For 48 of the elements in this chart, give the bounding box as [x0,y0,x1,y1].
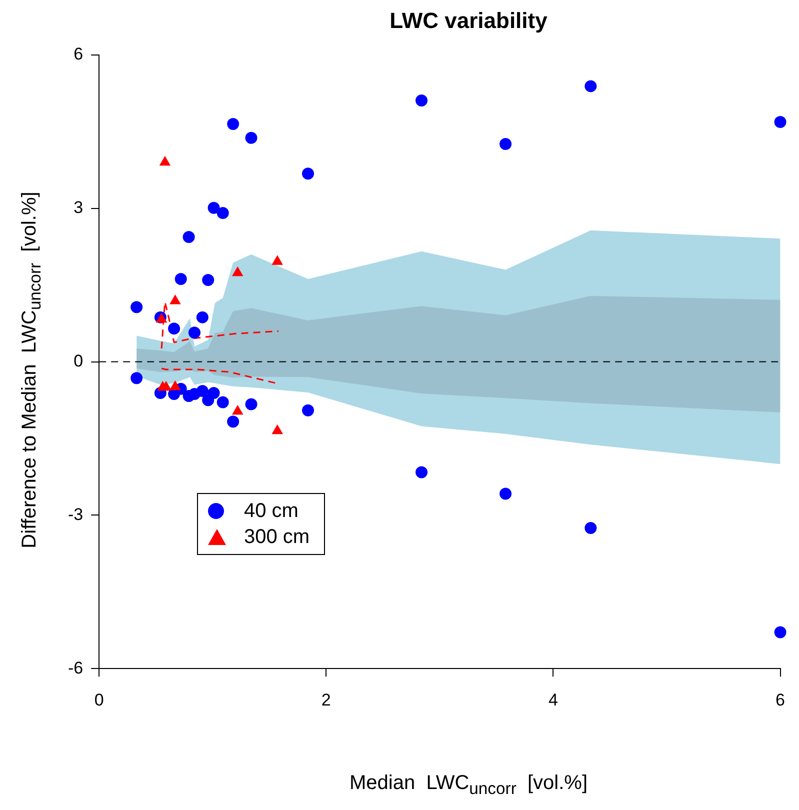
x-tick-label: 2 [321,690,331,710]
point [584,522,597,534]
point [227,416,240,428]
y-tick-label: -3 [68,504,84,524]
point [130,372,143,384]
point [227,118,240,130]
point [208,386,220,399]
point [232,266,243,276]
y-tick-label: 3 [74,198,84,218]
point [160,381,172,391]
point [416,94,428,107]
point [216,396,229,408]
point [170,294,180,304]
point [196,311,208,324]
point [500,138,512,150]
point [245,398,258,410]
y-tick-label: 0 [74,351,84,370]
point [584,80,597,92]
point [160,156,170,166]
chart-title: LWC variability [388,8,548,34]
point [774,626,786,638]
point [302,404,314,416]
y-tick-label: -6 [68,658,84,678]
point [232,405,243,415]
point [188,326,200,339]
y-tick-label: 6 [74,44,84,64]
point [208,202,220,214]
point [174,272,187,285]
x-axis-title: Median LWC$_{uncorr}$ [vol.%] [348,772,589,799]
point [130,301,143,314]
x-tick-label: 0 [94,690,104,710]
point [302,168,314,180]
point [216,207,229,219]
x-tick-label: 4 [548,690,558,710]
point [500,488,512,500]
point [168,322,180,335]
point [202,274,214,286]
point [245,132,258,144]
point [272,256,283,265]
point [170,380,180,390]
point [272,424,283,434]
legend-label: 300 cm [244,526,310,548]
point [182,231,195,244]
point [416,466,428,478]
legend-label: 40 cm [244,500,298,522]
point [774,116,786,128]
point [196,384,208,397]
x-tick-label: 6 [776,690,786,710]
